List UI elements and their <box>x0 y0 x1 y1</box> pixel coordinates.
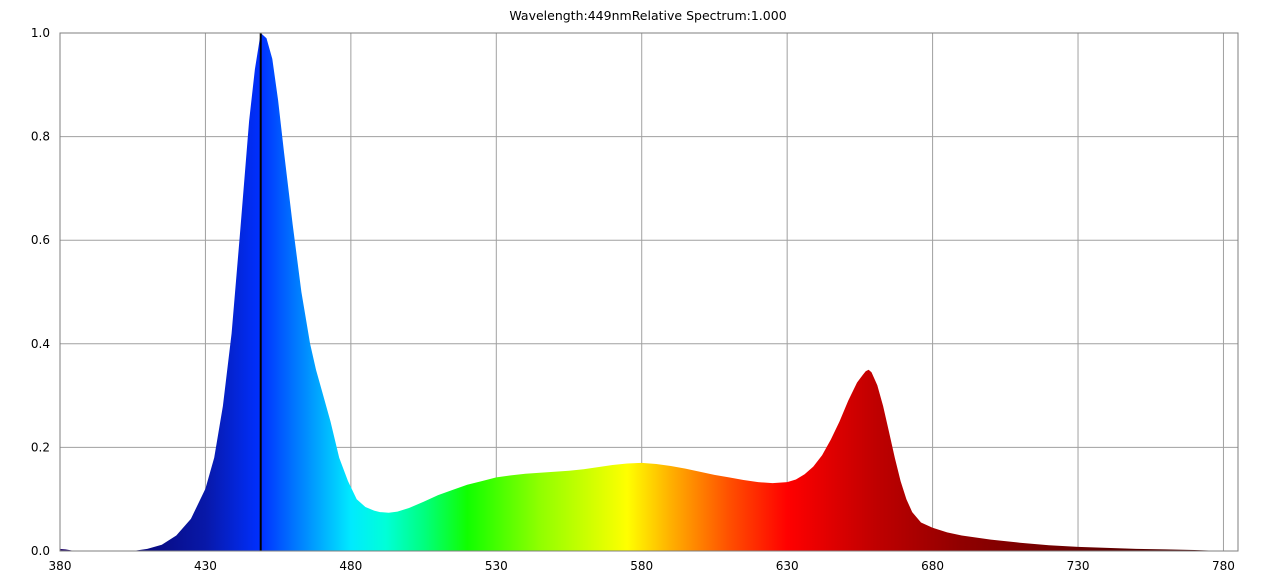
wavelength-label: Wavelength: <box>509 8 587 23</box>
spectrum-value: 1.000 <box>751 8 787 23</box>
x-tick-label: 530 <box>485 559 508 573</box>
spectrum-area <box>60 33 1209 551</box>
x-tick-label: 730 <box>1067 559 1090 573</box>
x-axis-ticks: 380 430 480 530 580 630 680 730 780 <box>49 559 1235 573</box>
y-tick-label: 0.0 <box>31 544 50 558</box>
x-tick-label: 480 <box>339 559 362 573</box>
x-tick-label: 580 <box>630 559 653 573</box>
spectrum-label: Relative Spectrum: <box>632 8 751 23</box>
y-tick-label: 0.2 <box>31 440 50 454</box>
x-tick-label: 680 <box>921 559 944 573</box>
y-tick-label: 0.6 <box>31 233 50 247</box>
wavelength-value: 449nm <box>588 8 632 23</box>
x-tick-label: 780 <box>1212 559 1235 573</box>
plot-frame <box>59 32 1239 552</box>
y-tick-label: 1.0 <box>31 26 50 40</box>
x-tick-label: 430 <box>194 559 217 573</box>
chart-title: Wavelength:449nmRelative Spectrum:1.000 <box>509 8 786 23</box>
y-tick-label: 0.8 <box>31 130 50 144</box>
x-tick-label: 380 <box>49 559 72 573</box>
x-tick-label: 630 <box>776 559 799 573</box>
y-tick-label: 0.4 <box>31 337 50 351</box>
y-axis-ticks: 0.0 0.2 0.4 0.6 0.8 1.0 <box>31 26 50 558</box>
